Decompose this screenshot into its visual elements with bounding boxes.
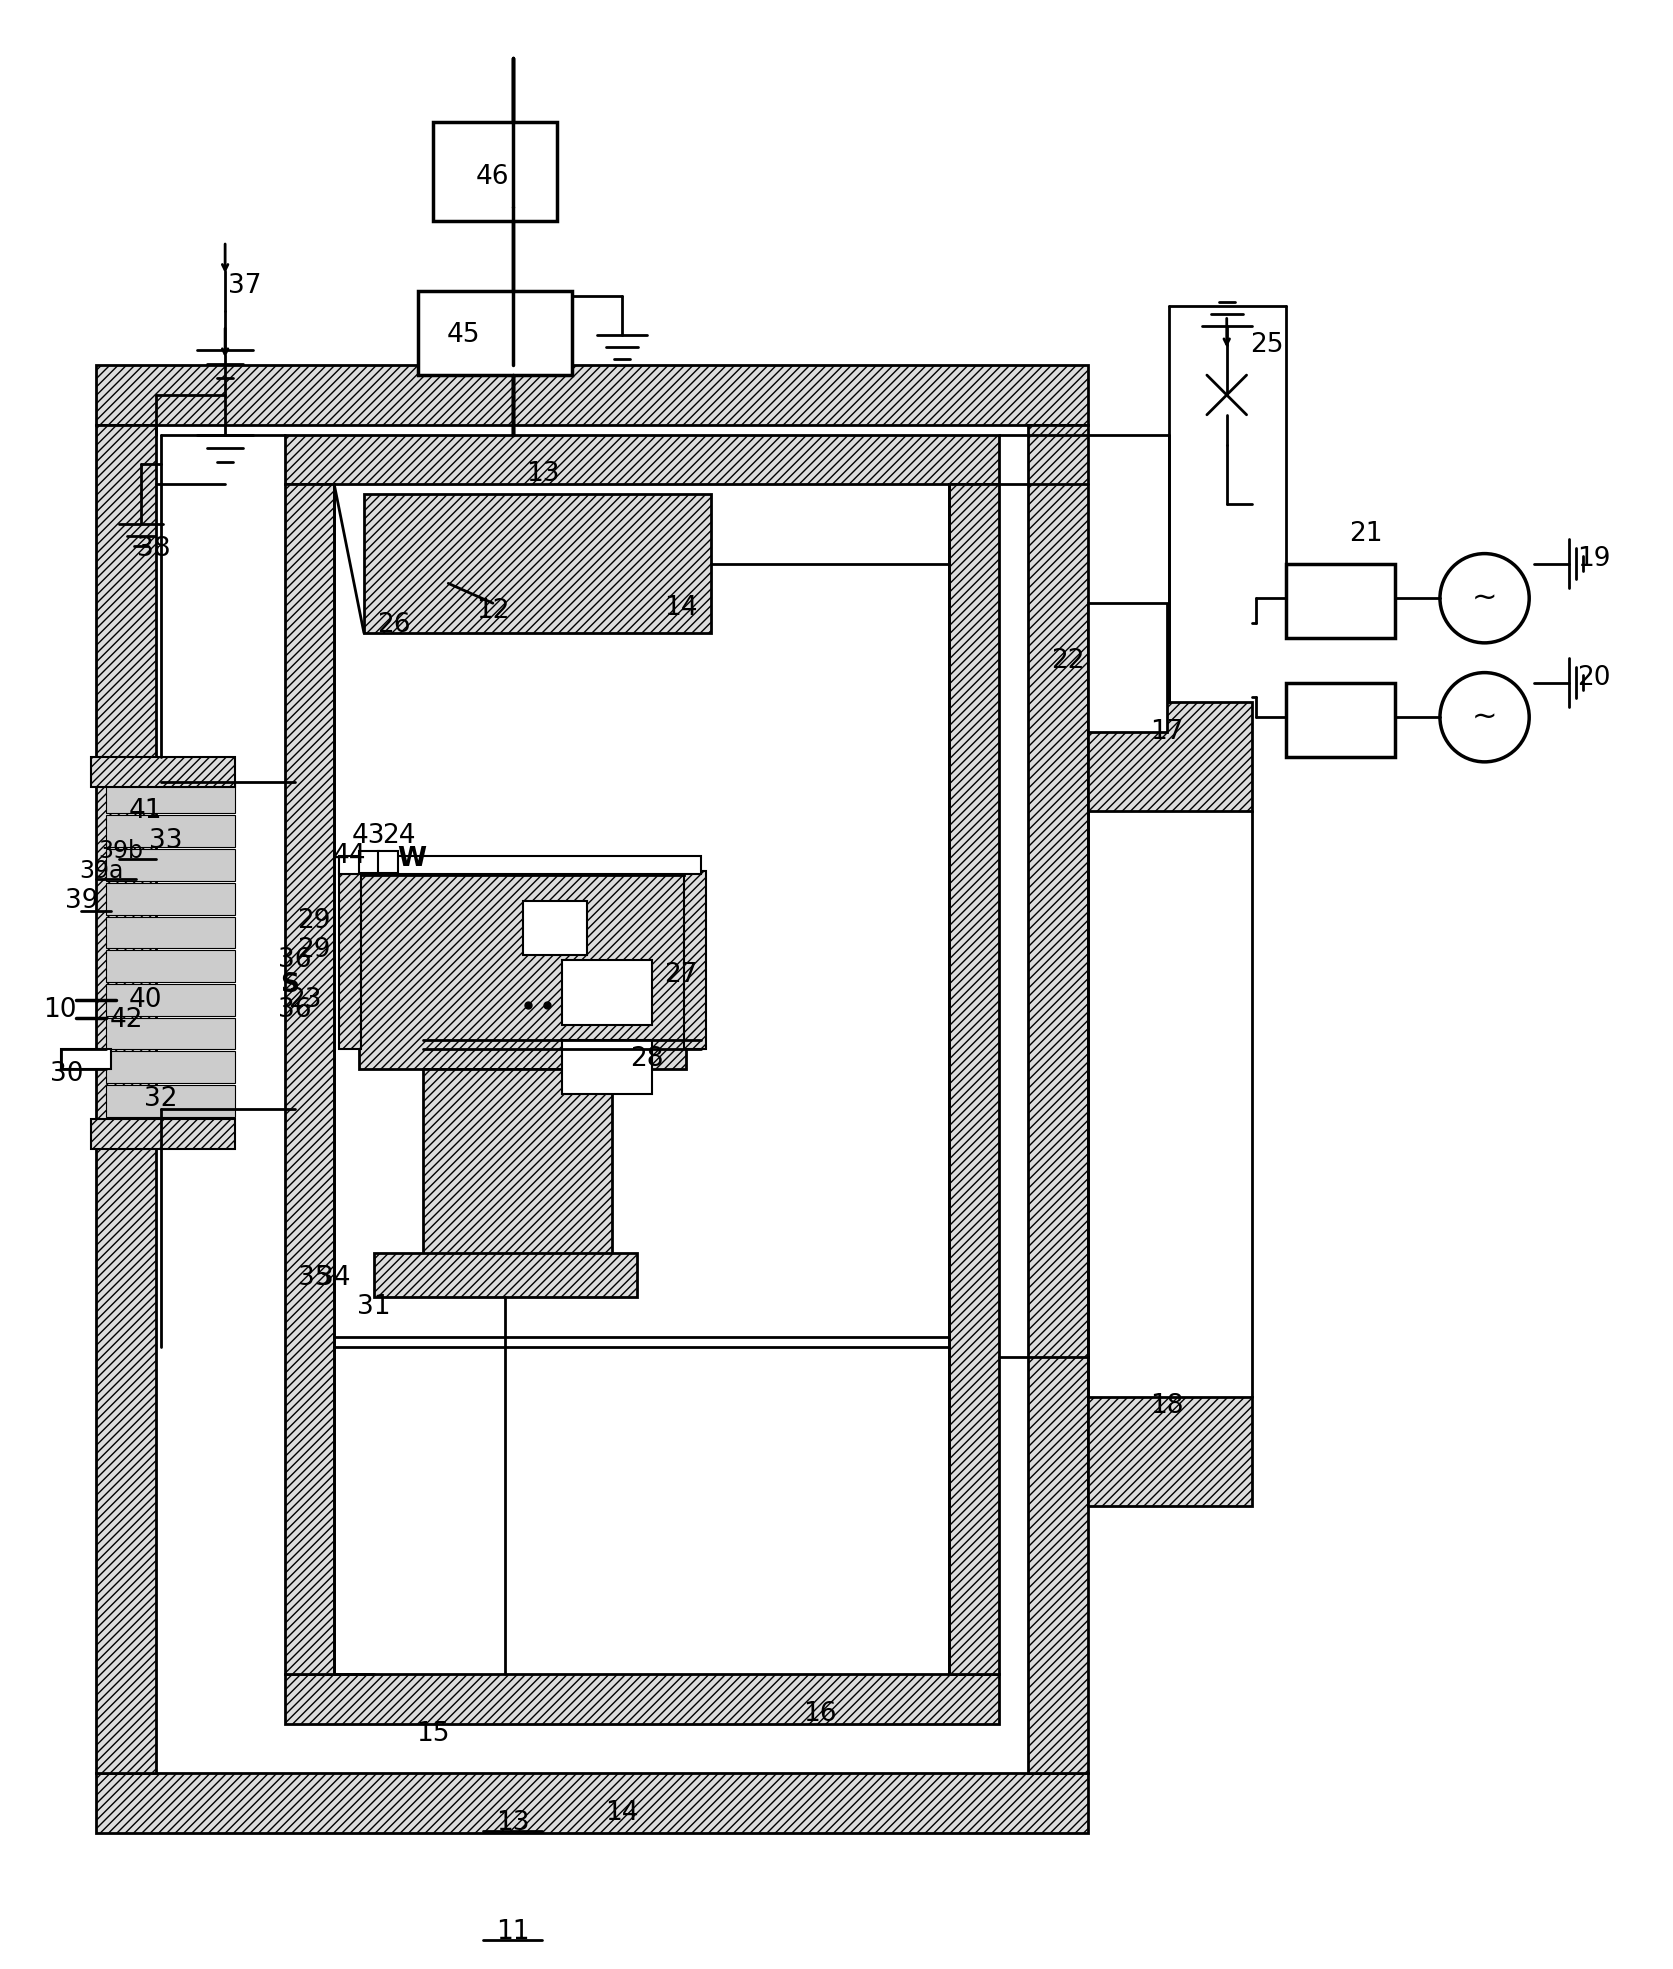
Text: 18: 18 [1151,1394,1184,1420]
Text: 12: 12 [477,599,510,624]
Text: 13: 13 [525,461,559,486]
Text: S: S [279,973,299,998]
Text: 38: 38 [137,536,171,561]
Text: 14: 14 [664,595,698,620]
Bar [105,815,234,847]
Bar [378,851,398,872]
Bar [105,1051,234,1083]
Bar [284,484,335,1674]
Text: 40: 40 [129,986,162,1012]
Bar [1087,603,1168,732]
Bar [1287,563,1395,638]
Bar [949,484,999,1674]
Text: 30: 30 [50,1061,84,1087]
Bar [1287,683,1395,756]
Text: 19: 19 [1578,545,1611,571]
Bar [562,1040,651,1095]
Text: 39a: 39a [79,858,124,882]
Text: 16: 16 [803,1701,836,1727]
Text: W: W [397,847,427,872]
Bar [418,291,572,376]
Bar [522,900,587,955]
Text: 45: 45 [447,323,480,349]
Text: 25: 25 [1250,333,1283,358]
Text: 23: 23 [288,986,321,1012]
Text: 44: 44 [333,843,366,868]
Bar [360,851,378,872]
Text: 26: 26 [376,612,410,638]
Bar [433,122,557,221]
Bar [105,1085,234,1116]
Bar [361,862,684,874]
Text: 27: 27 [664,963,698,988]
Bar [1029,425,1087,1774]
Bar [105,782,234,813]
Bar [95,1774,1087,1833]
Text: 10: 10 [43,996,77,1022]
Bar [95,364,1087,425]
Text: 37: 37 [228,274,261,299]
Bar [340,857,701,874]
Bar [105,882,234,914]
Text: ~: ~ [1472,703,1497,732]
Text: 21: 21 [1348,520,1382,547]
Text: 33: 33 [149,829,182,855]
Text: 20: 20 [1578,666,1611,691]
Text: 31: 31 [356,1294,390,1321]
Text: 42: 42 [109,1006,142,1032]
Text: 34: 34 [318,1264,351,1290]
Text: 43: 43 [351,823,386,849]
Bar [340,870,361,1049]
Bar [95,425,156,1774]
Bar [1087,1396,1251,1506]
Bar [365,494,711,632]
Bar [562,961,651,1024]
Text: 35: 35 [298,1264,331,1290]
Text: 28: 28 [629,1046,663,1073]
Text: 11: 11 [495,1920,529,1945]
Text: 29: 29 [298,908,331,933]
Bar [284,435,999,484]
Text: 32: 32 [144,1087,177,1112]
Text: 14: 14 [606,1800,639,1825]
Text: 29: 29 [298,937,331,963]
Bar [92,756,234,788]
Text: 39b: 39b [99,839,144,862]
Bar [92,1118,234,1148]
Text: 24: 24 [381,823,415,849]
Text: 22: 22 [1051,648,1084,673]
Bar [423,1069,612,1258]
Text: 41: 41 [129,799,162,825]
Bar [284,1674,999,1723]
Bar [684,870,706,1049]
Text: 17: 17 [1151,719,1184,744]
Text: 36: 36 [278,996,311,1022]
Text: 39: 39 [65,888,99,914]
Bar [105,1018,234,1049]
Text: 13: 13 [495,1810,529,1835]
Text: 46: 46 [477,163,510,189]
Bar [105,984,234,1016]
Bar [62,1049,110,1069]
Bar [1087,703,1251,811]
Bar [360,870,686,1069]
Bar [105,849,234,880]
Bar [105,916,234,949]
Bar [373,1252,637,1298]
Text: ~: ~ [1472,583,1497,612]
Text: 36: 36 [278,947,311,973]
Bar [105,951,234,983]
Text: 15: 15 [417,1721,450,1747]
